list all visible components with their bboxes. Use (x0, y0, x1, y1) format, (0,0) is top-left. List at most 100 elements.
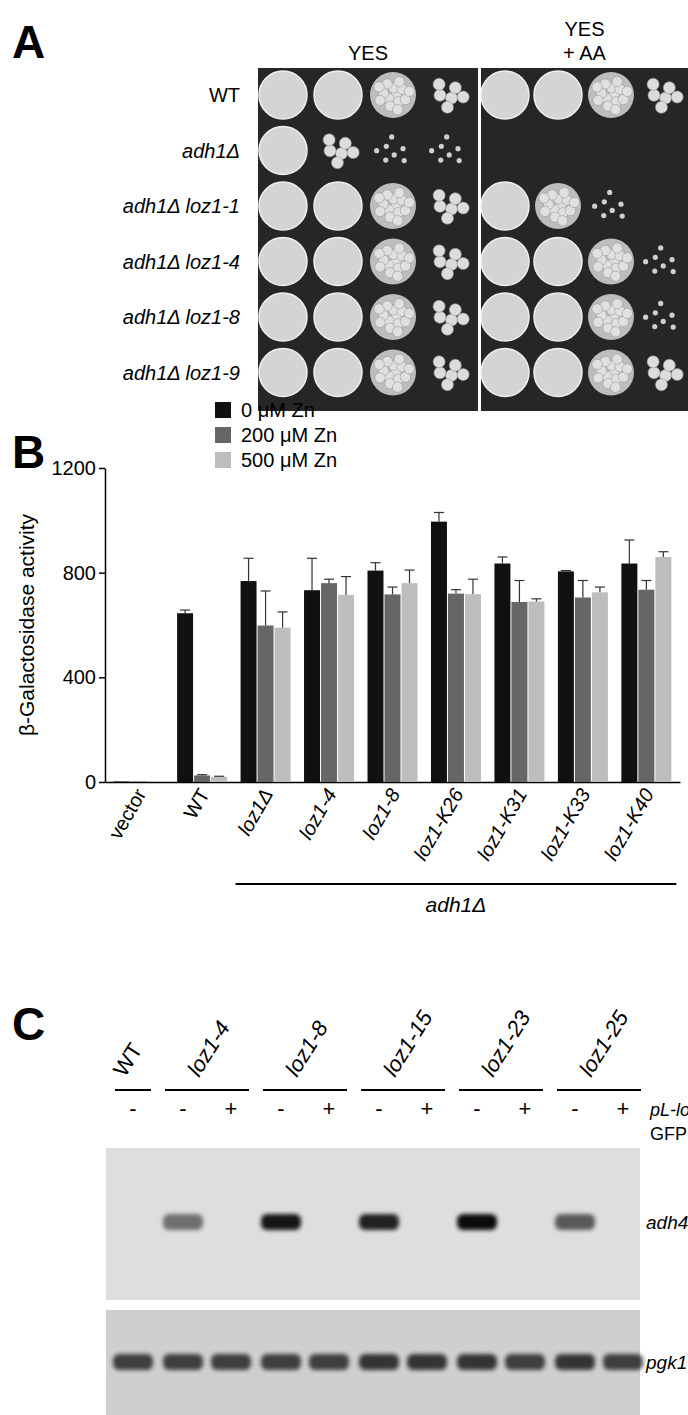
x-tick: loz1Δ (233, 782, 277, 839)
error-bar (514, 581, 524, 602)
y-tick-label: 0 (85, 771, 96, 793)
bar (621, 564, 637, 782)
x-tick-label: loz1-K26 (409, 784, 468, 864)
spot (370, 239, 416, 285)
plot-area (114, 512, 672, 782)
band (211, 1354, 251, 1370)
x-tick-label: loz1Δ (233, 785, 277, 839)
error-bar (405, 570, 415, 583)
spot (259, 182, 307, 230)
legend-swatch (215, 427, 231, 443)
x-tick-label: loz1-8 (358, 785, 404, 843)
error-bar (370, 563, 380, 571)
x-tick: loz1-K40 (600, 782, 659, 864)
bar (304, 590, 320, 782)
strain-label: adh1Δ loz1-4 (123, 251, 240, 273)
y-tick-mark (99, 572, 105, 574)
strain-label: adh1Δ loz1-1 (123, 195, 240, 217)
spot (643, 301, 676, 330)
error-bar (595, 587, 605, 592)
legend-swatch (215, 402, 231, 418)
error-bar (531, 599, 541, 602)
bar (338, 595, 354, 782)
error-bar (341, 577, 351, 595)
group-label: loz1-4 (182, 1017, 235, 1081)
band-label: adh4 (646, 1212, 688, 1233)
bar (211, 777, 227, 782)
legend-swatch (215, 452, 231, 468)
band (261, 1214, 301, 1230)
spot (588, 350, 634, 396)
lane-sign: - (473, 1096, 480, 1121)
spot (374, 134, 407, 163)
spot (259, 293, 307, 341)
column-title: + AA (563, 42, 606, 64)
spot (592, 190, 625, 219)
spot (429, 134, 462, 163)
lane-sign: + (519, 1096, 532, 1121)
lane-sign: - (129, 1096, 136, 1121)
spot (314, 238, 362, 286)
y-tick: 0 (85, 771, 105, 793)
x-tick: loz1-K33 (536, 782, 595, 864)
group-label: loz1-23 (476, 1006, 536, 1081)
bar (528, 601, 544, 782)
x-tick: loz1-K26 (409, 782, 468, 864)
group-underline (459, 1089, 543, 1091)
spot (588, 72, 634, 118)
panel-letter: B (12, 426, 45, 478)
spot (433, 189, 469, 224)
group-underline (557, 1089, 641, 1091)
group-underline (263, 1089, 347, 1091)
plate (481, 68, 688, 411)
spot (259, 238, 307, 286)
bar (321, 583, 337, 782)
legend-item: 500 μM Zn (215, 449, 337, 471)
lane-sign: + (421, 1096, 434, 1121)
error-bar (307, 558, 317, 590)
band-label: pgk1 (645, 1352, 687, 1373)
bar (638, 590, 654, 782)
spot (481, 182, 529, 230)
y-tick-label: 1200 (52, 457, 97, 479)
spot (647, 78, 683, 113)
bar (177, 613, 193, 782)
bar (258, 626, 274, 782)
legend-item: 0 μM Zn (215, 399, 315, 421)
x-tick-label: loz1-K33 (536, 785, 595, 864)
bar (448, 594, 464, 782)
error-bar (641, 581, 651, 590)
spot (534, 293, 582, 341)
spot (323, 134, 359, 169)
band (603, 1214, 643, 1230)
lane-sign: + (617, 1096, 630, 1121)
x-tick-label: vector (104, 784, 150, 842)
bar (494, 564, 510, 782)
spot (259, 71, 307, 119)
blot (106, 1310, 640, 1415)
error-bar (261, 591, 271, 626)
group-label: WT (108, 1038, 147, 1080)
spot (370, 350, 416, 396)
bar (148, 781, 164, 782)
bracket (236, 883, 677, 885)
band (407, 1214, 447, 1230)
lane-sign: - (277, 1096, 284, 1121)
error-bar (244, 558, 254, 581)
spot (588, 294, 634, 340)
error-bar (214, 776, 224, 778)
strain-label: adh1Δ (182, 140, 240, 162)
spot (259, 127, 307, 175)
plasmid-label: pL-loz1 (649, 1100, 688, 1120)
bar (465, 594, 481, 782)
band (113, 1354, 153, 1370)
bar (275, 628, 291, 782)
spot (481, 293, 529, 341)
x-tick: loz1-4 (294, 782, 340, 843)
spot (534, 349, 582, 397)
bar (575, 598, 591, 782)
y-tick: 400 (63, 666, 105, 688)
y-tick-mark (99, 782, 105, 784)
bar (655, 557, 671, 782)
group-underline (361, 1089, 445, 1091)
